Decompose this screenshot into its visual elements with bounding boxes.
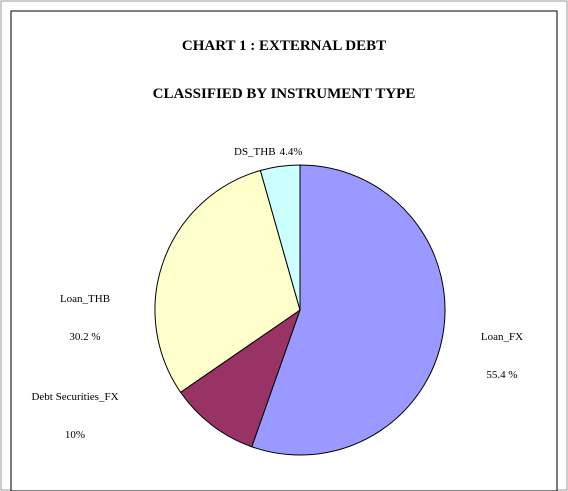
value-label: 30.2 % bbox=[69, 331, 101, 343]
pie-slice bbox=[259, 164, 301, 311]
chart-subtitle: CLASSIFIED BY INSTRUMENT TYPE bbox=[153, 86, 416, 102]
pie-slice bbox=[179, 308, 301, 448]
chart-title: CHART 1 : EXTERNAL DEBT bbox=[182, 38, 386, 54]
category-label: Debt Securities_FX bbox=[31, 391, 119, 403]
slice-label: Loan_FX 55.4 % bbox=[462, 318, 542, 394]
slice-label: DS_THB 4.4% bbox=[234, 145, 302, 159]
value-label: 4.4% bbox=[279, 146, 303, 158]
slice-label: Debt Securities_FX 10% bbox=[30, 378, 120, 454]
value-label: 55.4 % bbox=[486, 369, 518, 381]
category-label: Loan_FX bbox=[480, 331, 524, 343]
category-label: Loan_THB bbox=[59, 293, 111, 305]
slice-label: Loan_THB 30.2 % bbox=[40, 280, 130, 356]
category-label: DS_THB bbox=[234, 146, 276, 158]
pie-slice bbox=[154, 169, 301, 393]
value-label: 10% bbox=[64, 429, 86, 441]
